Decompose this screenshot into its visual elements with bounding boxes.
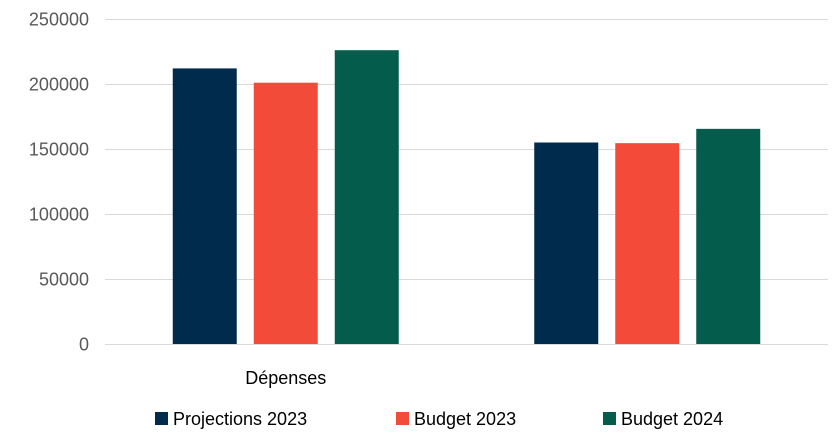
y-axis-tick-labels: 0 50000 100000 150000 200000 250000 — [29, 10, 89, 355]
legend-item: Projections 2023 — [155, 409, 307, 429]
x-tick-label: Dépenses — [245, 368, 326, 388]
y-tick-label: 50000 — [39, 270, 89, 290]
legend-item: Budget 2024 — [603, 409, 723, 429]
y-tick-label: 200000 — [29, 75, 89, 95]
bar — [172, 68, 237, 345]
bar — [615, 143, 680, 344]
legend-swatch — [155, 412, 168, 425]
legend-label: Budget 2023 — [414, 409, 516, 429]
bar — [334, 50, 399, 344]
legend-label: Budget 2024 — [621, 409, 723, 429]
legend-item: Budget 2023 — [396, 409, 516, 429]
y-tick-label: 100000 — [29, 205, 89, 225]
bar — [696, 128, 761, 344]
y-tick-label: 250000 — [29, 10, 89, 30]
bar — [534, 142, 599, 344]
bars — [172, 50, 761, 345]
legend-swatch — [396, 412, 409, 425]
legend: Projections 2023 Budget 2023 Budget 2024 — [155, 409, 723, 429]
bar — [253, 82, 318, 344]
legend-swatch — [603, 412, 616, 425]
y-tick-label: 0 — [79, 335, 89, 355]
x-axis-tick-labels: Dépenses — [245, 368, 326, 388]
legend-label: Projections 2023 — [173, 409, 307, 429]
y-tick-label: 150000 — [29, 140, 89, 160]
